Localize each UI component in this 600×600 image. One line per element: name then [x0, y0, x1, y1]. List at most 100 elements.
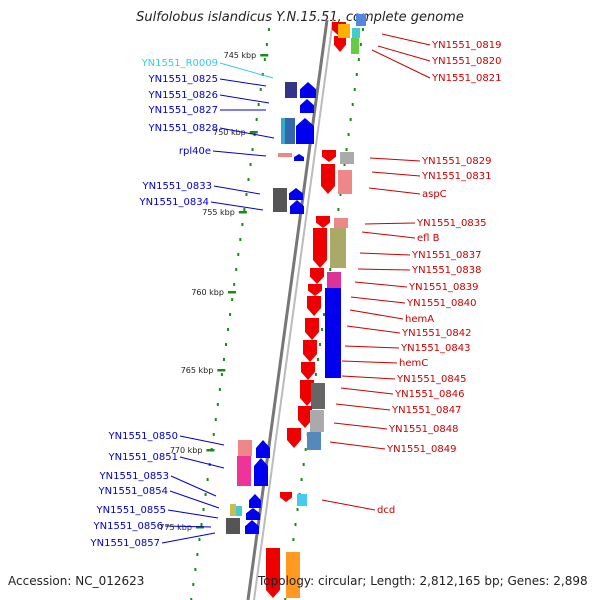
guide-dot: [249, 163, 252, 166]
guide-dot: [190, 598, 193, 600]
label-connector: [350, 296, 406, 304]
guide-dot: [257, 103, 260, 106]
right-gene-label: YN1551_0846: [394, 389, 465, 400]
label-connector: [341, 375, 396, 380]
tick-marks: 745 kbp 750 kbp 755 kbp 760 kbp 765 kbp 770 k…: [159, 51, 269, 532]
guide-dot: [220, 373, 223, 376]
right-gene-label: YN1551_0839: [408, 282, 479, 293]
gene-0829: [322, 150, 336, 162]
gene-0846: [298, 406, 312, 428]
gene-arrow: [303, 340, 317, 362]
gene-arrow: [313, 228, 327, 268]
right-gene-label: YN1551_0835: [416, 218, 487, 229]
gene-arrow: [290, 200, 304, 214]
gene-0858-box: [286, 552, 300, 598]
guide-dot: [218, 388, 221, 391]
right-gene-label: YN1551_0820: [431, 56, 502, 67]
guide-dot: [339, 193, 342, 196]
accession-text: Accession: NC_012623: [8, 574, 145, 588]
gene-rpl40e: [294, 154, 304, 161]
gene-arrow: [300, 380, 314, 406]
gene-0831: [321, 164, 335, 194]
tick-label: 745 kbp: [224, 51, 257, 60]
gene-efl1b-box: [330, 228, 346, 268]
gene-0821-b: [352, 28, 360, 38]
left-gene-label: YN1551_0856: [93, 521, 164, 532]
label-connector: [371, 49, 431, 79]
guide-dot: [361, 28, 364, 31]
gene-0846-box: [310, 410, 324, 432]
gene-0828: [296, 118, 314, 144]
guide-dot: [192, 583, 195, 586]
gene-0818: [356, 14, 366, 26]
gene-box: [352, 28, 360, 38]
left-gene-label: YN1551_0855: [96, 505, 167, 516]
gene-0855: [246, 508, 260, 520]
gene-0825-box: [285, 82, 297, 98]
guide-dot: [227, 328, 230, 331]
label-connector: [219, 62, 274, 79]
gene-0842: [303, 340, 317, 362]
gene-0838: [308, 284, 322, 296]
label-connector: [169, 490, 220, 509]
guide-dot: [345, 148, 348, 151]
gene-arrow: [307, 296, 321, 316]
left-gene-label: YN1551_0833: [142, 181, 213, 192]
label-connector: [357, 268, 411, 271]
right-gene-label: YN1551_0838: [411, 265, 482, 276]
label-connector: [361, 231, 416, 239]
right-gene-labels: YN1551_0819 YN1551_0820 YN1551_0821 YN1551_…: [321, 33, 502, 516]
right-gene-label: aspC: [422, 189, 447, 200]
gene-arrow: [300, 82, 316, 98]
guide-dot: [261, 73, 264, 76]
gene-0851-box: [237, 456, 251, 486]
gene-box: [230, 504, 236, 516]
label-connector: [364, 222, 416, 225]
gene-box: [237, 456, 251, 486]
left-gene-label: YN1551_R0009: [141, 58, 218, 69]
guide-dot: [229, 313, 232, 316]
guide-dot: [300, 478, 303, 481]
guide-dot: [343, 163, 346, 166]
guide-dot: [337, 208, 340, 211]
label-connector: [349, 309, 404, 320]
label-connector: [164, 525, 212, 528]
gene-arrow: [298, 406, 312, 428]
tick-mark: [238, 211, 247, 214]
label-connector: [219, 78, 267, 87]
gene-box: [340, 152, 354, 164]
guide-dot: [245, 193, 248, 196]
gene-arrow: [301, 362, 315, 380]
gene-arrow: [266, 548, 280, 598]
gene-dcd: [280, 492, 292, 502]
label-connector: [212, 150, 267, 157]
gene-0835-box: [334, 218, 348, 228]
gene-box: [285, 82, 297, 98]
gene-0839: [307, 296, 321, 316]
right-gene-label: hemA: [405, 314, 434, 325]
guide-dot: [235, 268, 238, 271]
guide-dot: [231, 298, 234, 301]
gene-box: [238, 440, 252, 456]
left-gene-label: YN1551_0828: [148, 123, 219, 134]
gene-arrow: [322, 150, 336, 162]
left-gene-label: YN1551_0851: [108, 452, 179, 463]
guide-dot: [216, 403, 219, 406]
left-gene-labels: YN1551_R0009 YN1551_0825 YN1551_0826 YN1551…: [90, 58, 275, 549]
label-connector: [359, 252, 411, 256]
label-connector: [161, 532, 216, 544]
gene-box: [310, 410, 324, 432]
label-connector: [354, 281, 408, 288]
left-gene-label: YN1551_0850: [108, 431, 179, 442]
gene-0834: [290, 200, 304, 214]
gene-rpl40e-box: [278, 153, 292, 157]
gene-arrow: [310, 268, 324, 284]
guide-dot: [198, 538, 201, 541]
label-connector: [219, 127, 275, 139]
right-gene-label: hemC: [399, 358, 428, 369]
gene-box: [226, 518, 240, 534]
gene-arrow: [245, 520, 259, 534]
guide-dot: [237, 253, 240, 256]
gene-box: [356, 14, 366, 26]
gene-arrow: [321, 164, 335, 194]
